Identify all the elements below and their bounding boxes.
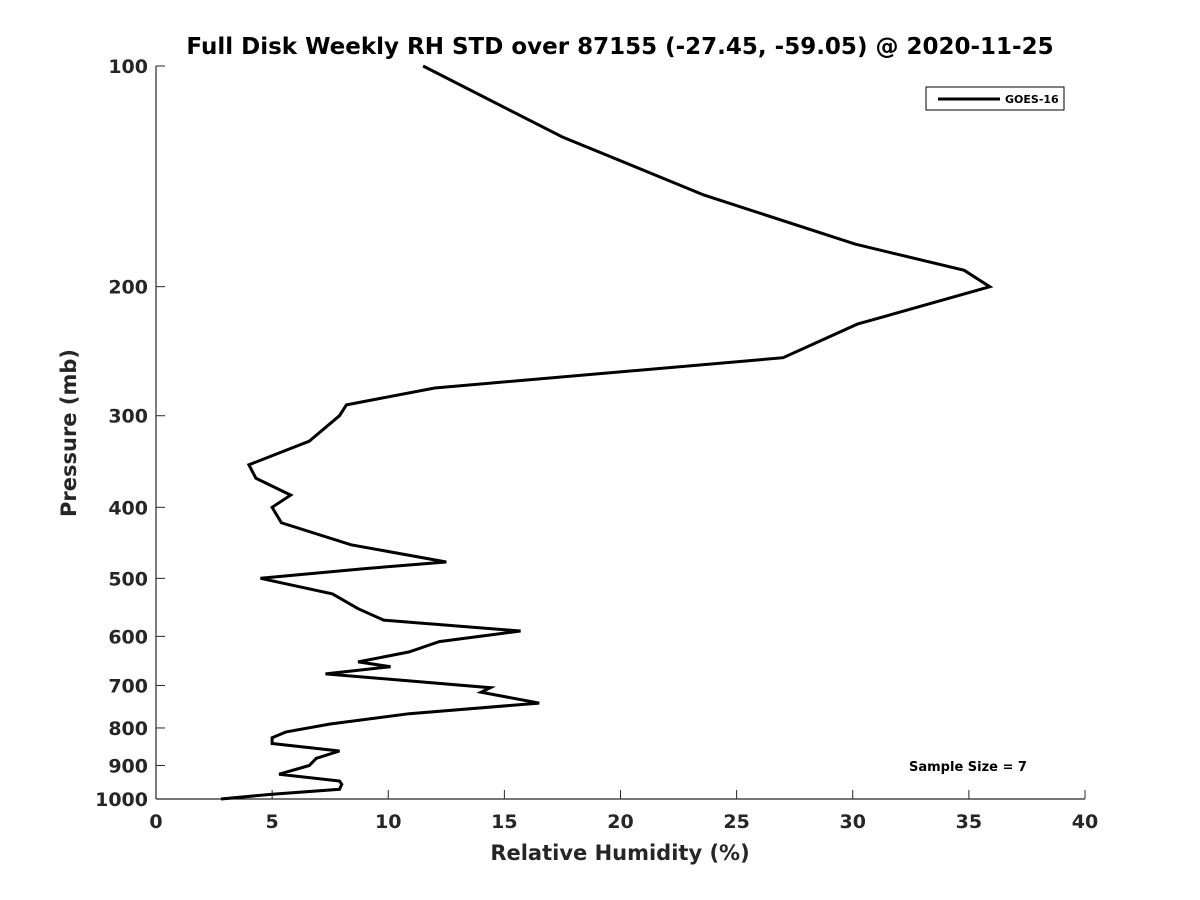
x-tick-label: 30 xyxy=(840,811,866,833)
y-tick-label: 600 xyxy=(108,626,148,648)
y-tick-label: 100 xyxy=(108,56,148,78)
x-axis-label: Relative Humidity (%) xyxy=(490,841,749,865)
x-tick-label: 20 xyxy=(607,811,633,833)
legend-label: GOES-16 xyxy=(1005,93,1059,106)
sample-size-annotation: Sample Size = 7 xyxy=(909,760,1027,775)
x-tick-label: 25 xyxy=(723,811,749,833)
x-axis-ticks: 0 5 10 15 20 25 30 35 40 xyxy=(149,790,1098,833)
y-tick-label: 900 xyxy=(108,755,148,777)
y-tick-label: 400 xyxy=(108,497,148,519)
x-tick-label: 5 xyxy=(266,811,279,833)
axes xyxy=(155,66,1085,800)
x-tick-label: 35 xyxy=(956,811,982,833)
chart-title: Full Disk Weekly RH STD over 87155 (-27.… xyxy=(186,34,1053,60)
y-tick-label: 700 xyxy=(108,675,148,697)
y-tick-label: 800 xyxy=(108,718,148,740)
x-tick-label: 40 xyxy=(1072,811,1098,833)
series-line-goes-16 xyxy=(220,64,994,801)
x-tick-label: 10 xyxy=(375,811,401,833)
y-tick-label: 300 xyxy=(108,406,148,428)
x-tick-label: 15 xyxy=(491,811,517,833)
y-tick-label: 500 xyxy=(108,568,148,590)
series-layer xyxy=(220,64,994,801)
y-tick-label: 1000 xyxy=(95,789,148,811)
y-axis-ticks: 100 200 300 400 500 600 700 800 900 1000 xyxy=(95,56,165,811)
y-axis-label: Pressure (mb) xyxy=(57,349,81,517)
x-tick-label: 0 xyxy=(149,811,162,833)
y-tick-label: 200 xyxy=(108,277,148,299)
legend: GOES-16 xyxy=(925,86,1065,111)
